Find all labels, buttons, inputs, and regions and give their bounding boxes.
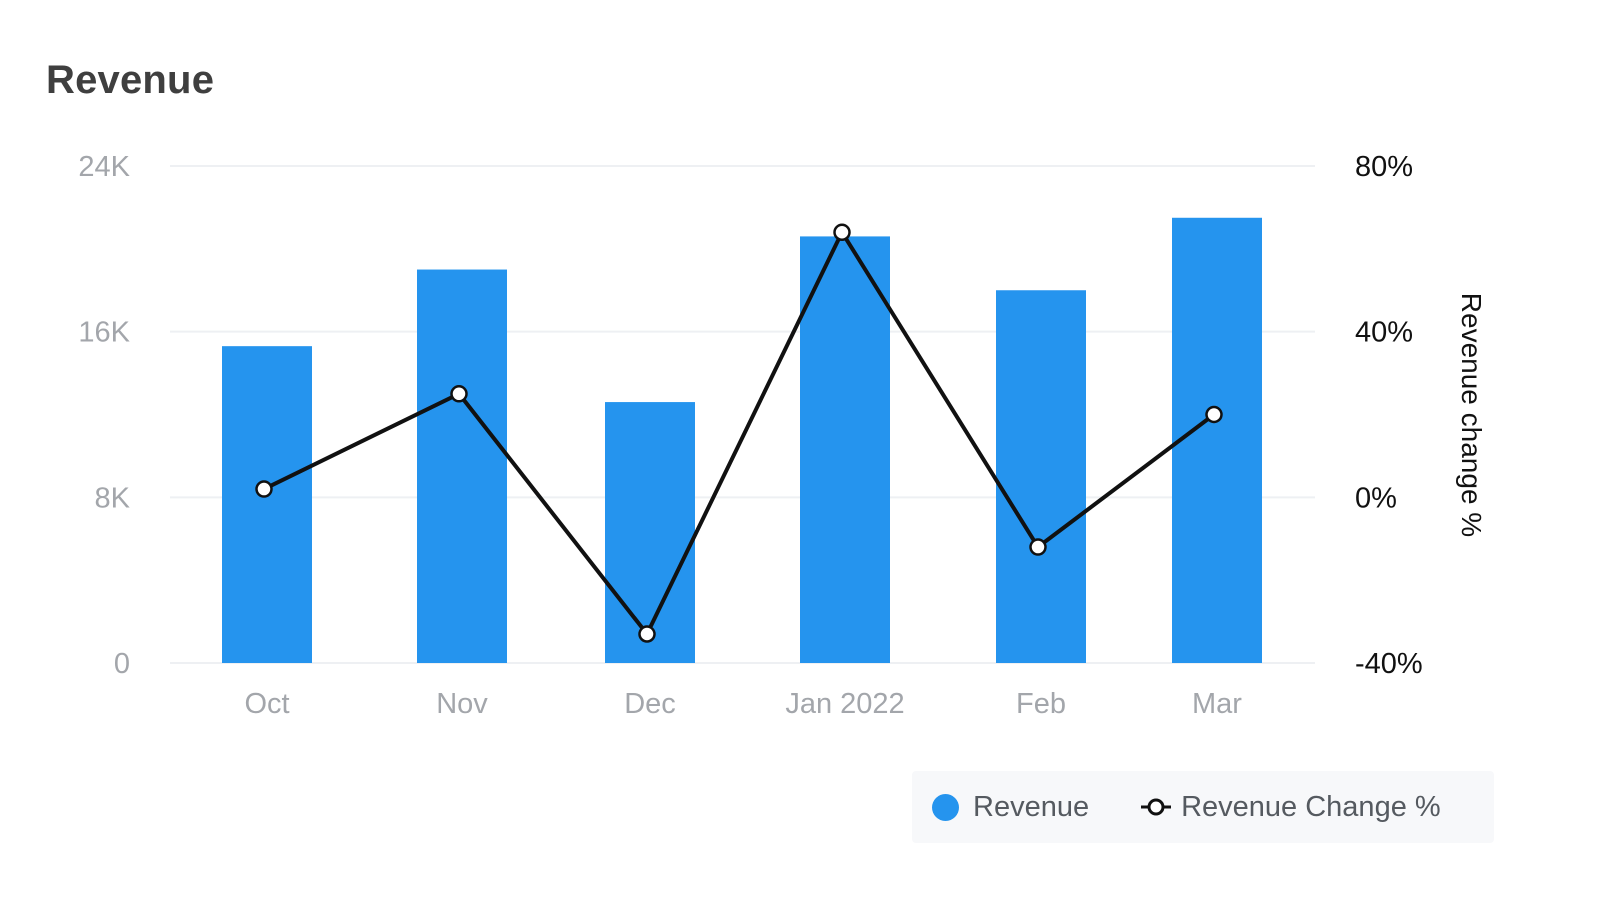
legend: Revenue Revenue Change % bbox=[912, 771, 1494, 843]
legend-item-revenue[interactable]: Revenue bbox=[932, 791, 1089, 824]
line-point-jan-2022 bbox=[833, 223, 851, 242]
right-axis-title: Revenue change % bbox=[1456, 293, 1487, 537]
line-point-feb bbox=[1029, 538, 1047, 556]
x-tick-label: Dec bbox=[624, 688, 676, 720]
right-tick-label: 0% bbox=[1355, 482, 1397, 514]
filled-circle-icon bbox=[932, 793, 959, 821]
left-tick-label: 0 bbox=[114, 648, 130, 680]
revenue-change-markers bbox=[255, 223, 1223, 643]
revenue-change-line bbox=[263, 230, 1216, 637]
right-tick-label: 80% bbox=[1355, 151, 1413, 183]
gridlines bbox=[170, 165, 1315, 664]
legend-label-revenue-change: Revenue Change % bbox=[1181, 790, 1441, 823]
revenue-bars bbox=[222, 217, 1262, 664]
x-tick-label: Mar bbox=[1192, 688, 1242, 720]
x-tick-label: Nov bbox=[436, 688, 488, 720]
chart-title: Revenue bbox=[46, 58, 215, 102]
left-tick-label: 24K bbox=[78, 151, 130, 183]
line-marker-icon bbox=[1141, 798, 1172, 816]
right-tick-label: -40% bbox=[1355, 648, 1423, 680]
bar-dec bbox=[605, 402, 695, 663]
left-axis: 0 8K 16K 24K bbox=[78, 151, 130, 680]
legend-label-revenue: Revenue bbox=[973, 790, 1090, 823]
x-tick-label: Jan 2022 bbox=[785, 688, 904, 720]
left-tick-label: 16K bbox=[78, 317, 130, 349]
bar-nov bbox=[417, 269, 507, 663]
bar-mar bbox=[1172, 217, 1262, 664]
bar-oct bbox=[222, 346, 312, 663]
right-tick-label: 40% bbox=[1355, 317, 1413, 349]
line-point-nov bbox=[450, 385, 468, 403]
right-axis: Revenue change % -40% 0% 40% 80% bbox=[1355, 151, 1487, 680]
x-tick-label: Oct bbox=[244, 688, 289, 720]
line-point-oct bbox=[255, 480, 273, 498]
bar-feb bbox=[996, 290, 1086, 663]
left-tick-label: 8K bbox=[95, 482, 131, 514]
x-axis: Oct Nov Dec Jan 2022 Feb Mar bbox=[244, 688, 1242, 720]
x-tick-label: Feb bbox=[1016, 688, 1066, 720]
bar-jan-2022 bbox=[800, 236, 890, 664]
revenue-change-polyline bbox=[263, 230, 1216, 637]
legend-item-revenue-change[interactable]: Revenue Change % bbox=[1141, 791, 1441, 824]
line-point-mar bbox=[1205, 405, 1223, 424]
line-point-dec bbox=[638, 625, 656, 643]
